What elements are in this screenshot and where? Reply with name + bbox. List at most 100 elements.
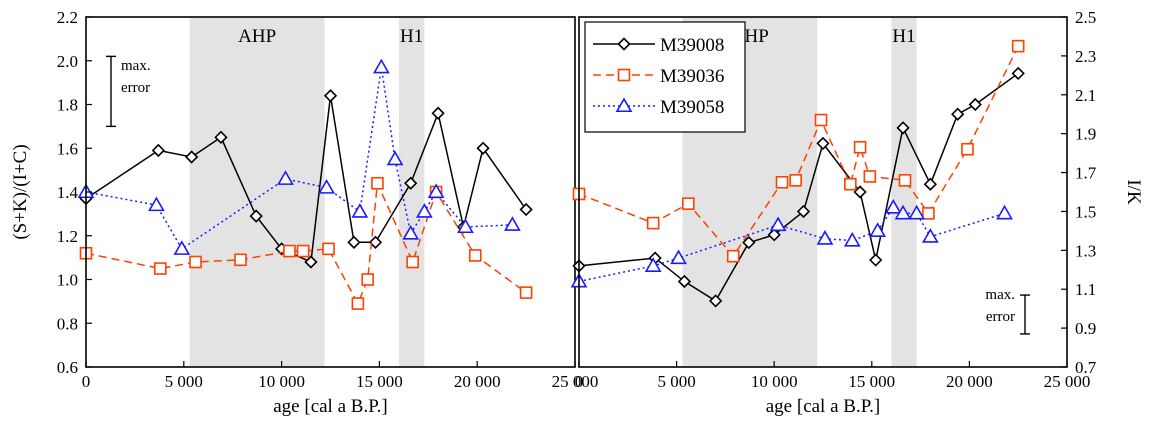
data-point-m39058-5 bbox=[843, 231, 861, 247]
y-tick-label: 1.1 bbox=[1075, 280, 1096, 299]
x-tick-label: 15 000 bbox=[356, 372, 403, 391]
x-tick-label: 0 bbox=[82, 372, 91, 391]
series-line-m39058 bbox=[578, 206, 1005, 283]
data-point-m39036-7 bbox=[351, 297, 365, 310]
data-point-m39036-7 bbox=[844, 177, 857, 191]
data-point-m39058-9 bbox=[416, 203, 433, 218]
y-tick-label: 1.5 bbox=[1075, 202, 1096, 221]
data-point-m39058-4 bbox=[816, 230, 834, 245]
y-axis-label: I/K bbox=[1123, 179, 1144, 205]
data-point-m39008-11 bbox=[431, 106, 445, 120]
data-point-m39008-2 bbox=[677, 274, 692, 289]
chart-panel-left: AHP H1 0 5 000 10 000 15 000 20 000 25 000 0.6 0.… bbox=[10, 8, 598, 417]
x-tick-label: 5 000 bbox=[657, 372, 695, 391]
band-h1 bbox=[398, 17, 425, 367]
data-point-m39008-10 bbox=[404, 176, 418, 190]
data-point-m39058-6 bbox=[869, 222, 887, 237]
data-point-m39036-3 bbox=[726, 249, 740, 263]
data-point-m39036-5 bbox=[789, 174, 802, 187]
max-error-label: max. bbox=[121, 58, 151, 74]
data-point-m39036-10 bbox=[406, 255, 419, 269]
data-point-m39058-2 bbox=[173, 240, 191, 255]
x-tick-label: 20 000 bbox=[946, 372, 993, 391]
data-point-m39058-7 bbox=[884, 198, 902, 214]
x-tick-label: 10 000 bbox=[751, 372, 798, 391]
y-tick-label: 1.2 bbox=[57, 227, 78, 246]
data-point-m39008-11 bbox=[923, 177, 937, 191]
data-point-m39058-6 bbox=[372, 58, 390, 74]
data-point-m39058-9 bbox=[908, 204, 926, 220]
data-point-m39008-13 bbox=[968, 97, 982, 112]
y-axis-label: (S+K)/(I+C) bbox=[10, 144, 31, 239]
data-point-m39036-4 bbox=[283, 244, 296, 258]
plot-frame bbox=[578, 16, 1068, 368]
band-label-h1: H1 bbox=[400, 26, 423, 47]
data-point-m39008-6 bbox=[304, 255, 318, 269]
y-tick-label: 1.3 bbox=[1075, 241, 1096, 260]
y-tick-label: 2.3 bbox=[1075, 47, 1096, 66]
y-tick-label: 1.9 bbox=[1075, 125, 1096, 144]
y-tick-label: 0.8 bbox=[57, 314, 78, 333]
x-tick-label: 15 000 bbox=[848, 372, 895, 391]
data-point-m39058-10 bbox=[921, 228, 939, 243]
data-point-m39008-1 bbox=[151, 143, 166, 158]
band-ahp bbox=[189, 17, 325, 367]
data-point-m39008-12 bbox=[951, 107, 965, 121]
data-point-m39008-7 bbox=[816, 136, 830, 151]
data-point-m39008-6 bbox=[796, 204, 811, 219]
data-point-m39036-2 bbox=[682, 197, 695, 210]
band-h1 bbox=[891, 17, 917, 367]
legend-marker-m39058 bbox=[615, 97, 633, 113]
data-point-m39036-12 bbox=[961, 142, 974, 156]
data-point-m39036-6 bbox=[814, 113, 828, 127]
data-point-m39036-12 bbox=[468, 249, 482, 262]
band-label-ahp: AHP bbox=[238, 26, 276, 47]
y-tick-label: 1.4 bbox=[57, 183, 79, 202]
data-point-m39058-5 bbox=[351, 203, 369, 218]
data-point-m39036-10 bbox=[898, 174, 912, 187]
data-point-m39058-8 bbox=[894, 204, 912, 220]
data-point-m39008-9 bbox=[869, 253, 883, 267]
y-tick-label: 1.6 bbox=[57, 139, 78, 158]
legend-label-m39008: M39008 bbox=[660, 35, 724, 56]
y-tick-label: 1.8 bbox=[57, 96, 78, 115]
data-point-m39036-8 bbox=[853, 140, 867, 154]
data-point-m39036-11 bbox=[922, 207, 935, 220]
data-point-m39058-1 bbox=[148, 196, 165, 212]
data-point-m39036-13 bbox=[519, 286, 533, 299]
x-tick-label: 5 000 bbox=[165, 372, 203, 391]
max-error-label: error bbox=[986, 309, 1015, 325]
data-point-m39058-3 bbox=[769, 216, 787, 232]
legend-label-m39036: M39036 bbox=[660, 66, 724, 87]
data-point-m39008-13 bbox=[476, 141, 490, 155]
x-tick-label: 10 000 bbox=[258, 372, 305, 391]
data-point-m39036-1 bbox=[646, 216, 660, 230]
y-tick-label: 1.0 bbox=[57, 271, 78, 290]
y-tick-label: 2.2 bbox=[57, 8, 78, 27]
data-point-m39058-10 bbox=[427, 183, 445, 199]
data-point-m39008-10 bbox=[896, 121, 910, 135]
max-error-label: error bbox=[121, 80, 150, 96]
data-point-m39008-3 bbox=[709, 294, 723, 308]
x-axis-label: age [cal a B.P.] bbox=[273, 396, 387, 417]
x-tick-label: 25 000 bbox=[1044, 372, 1091, 391]
x-tick-label: 25 000 bbox=[552, 372, 599, 391]
data-point-m39008-2 bbox=[184, 150, 199, 164]
x-tick-label: 20 000 bbox=[454, 372, 501, 391]
data-point-m39008-4 bbox=[249, 209, 263, 223]
y-tick-label: 2.5 bbox=[1075, 8, 1096, 27]
y-tick-label: 2.0 bbox=[57, 52, 78, 71]
data-point-m39008-8 bbox=[347, 235, 361, 249]
legend-marker-m39008 bbox=[617, 37, 631, 51]
legend-marker-m39036 bbox=[617, 68, 631, 82]
data-point-m39008-7 bbox=[323, 89, 338, 103]
data-point-m39058-2 bbox=[670, 249, 687, 265]
data-point-m39058-12 bbox=[504, 216, 521, 231]
max-error-label: max. bbox=[985, 287, 1015, 303]
legend: M39008 M39036 M39058 bbox=[584, 21, 746, 133]
band-label-h1: H1 bbox=[892, 26, 915, 47]
y-tick-label: 0.7 bbox=[1075, 358, 1097, 377]
data-point-m39008-9 bbox=[368, 235, 383, 249]
data-point-m39008-3 bbox=[214, 130, 228, 144]
